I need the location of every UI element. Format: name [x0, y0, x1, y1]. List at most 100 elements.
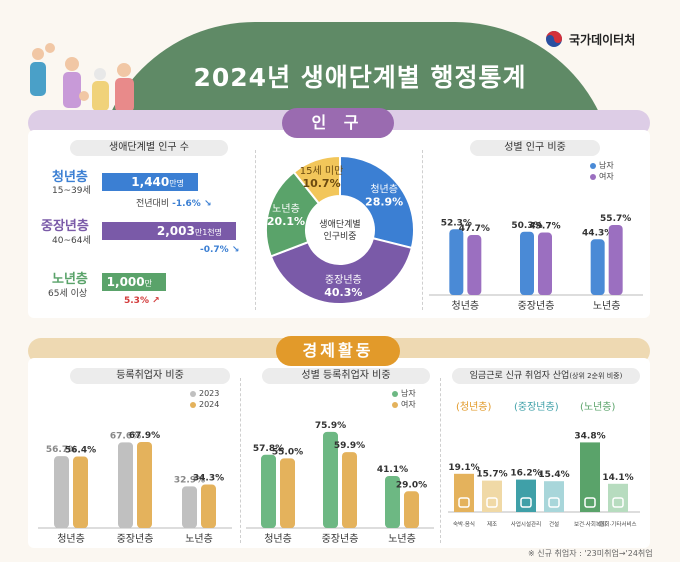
- senior-count-bar: 1,000만명: [102, 273, 166, 308]
- industry-tick-3: 건설: [549, 520, 559, 528]
- youth-count-unit: 만명: [169, 179, 184, 188]
- economy-divider-2: [440, 378, 441, 543]
- bar-1-1: [538, 232, 552, 295]
- industry-title-text: 임금근로 신규 취업자 산업: [469, 371, 570, 381]
- bar-label-2-0: 32.9%: [174, 475, 205, 485]
- bar-label-1-1: 67.9%: [129, 431, 160, 441]
- youth-change: 전년대비 -1.6% ↘: [136, 199, 212, 209]
- industry-icon-5: [612, 497, 624, 508]
- bar-label-1-0: 75.9%: [315, 421, 346, 431]
- donut-slice-value-3: 10.7%: [302, 177, 340, 190]
- bar-0-0: [261, 454, 276, 528]
- bar-label-2-1: 55.7%: [600, 214, 631, 224]
- bar-label-0-0: 57.8%: [253, 444, 284, 454]
- youth-change-label: 전년대비: [136, 199, 170, 209]
- senior-count-unit: 만명: [144, 279, 152, 308]
- bar-1-1: [137, 441, 152, 528]
- tick-1: 중장년층: [117, 533, 154, 545]
- economy-divider-1: [240, 378, 241, 543]
- youth-label: 청년층: [52, 170, 88, 185]
- industry-group-middle: (중장년층): [514, 402, 559, 413]
- bar-label-0-1: 56.4%: [65, 446, 96, 456]
- bar-2-1: [404, 491, 419, 528]
- donut-slice-value-0: 28.9%: [365, 196, 403, 209]
- legend-female: 여자: [590, 171, 614, 182]
- industry-icon-4: [584, 497, 596, 508]
- youth-age: 15~39세: [52, 186, 91, 196]
- bar-label-1-0: 67.6%: [110, 431, 141, 441]
- donut-center: [308, 198, 372, 262]
- bar-label-0-0: 52.3%: [441, 218, 472, 228]
- economy-section-title: 경제활동: [276, 336, 400, 366]
- tick-2: 노년층: [593, 300, 621, 312]
- donut-slice-label-0: 청년층: [370, 184, 398, 196]
- legend-male: 남자: [590, 160, 614, 171]
- bar-0-1: [467, 235, 482, 295]
- bar-label-1-1: 59.9%: [334, 441, 365, 451]
- legend-2024-label: 2024: [199, 400, 220, 409]
- gender-population-chart: 52.3%47.7% 청년층 50.3%49.7% 중장년층 44.3% 55.7% 노년층: [429, 214, 643, 312]
- gender-registered-chart: 57.8%55.0% 청년층 75.9% 59.9% 중장년층 41.1% 29.0% 노년층: [246, 421, 434, 545]
- gender-population-title: 성별 인구 비중: [470, 140, 600, 156]
- donut-slice-3: [292, 154, 341, 205]
- industry-bar-label-4: 34.8%: [574, 431, 605, 441]
- page-title: 2024년 생애단계별 행정통계: [193, 63, 527, 92]
- industry-title-note: (상위 2순위 비중): [569, 372, 623, 380]
- middle-label: 중장년층: [41, 219, 89, 234]
- donut-slice-label-2: 노년층: [272, 203, 300, 215]
- middle-count-value: 2,003: [156, 224, 195, 238]
- bar-0-0: [449, 229, 464, 295]
- industry-tick-1: 제조: [487, 520, 497, 528]
- senior-label: 노년층: [52, 272, 88, 287]
- donut-slice-1: [269, 237, 414, 305]
- bar-2-1: [608, 224, 623, 295]
- legend-eco-female-label: 여자: [401, 400, 416, 409]
- youth-count-bar: 1,440만명: [102, 173, 198, 191]
- bar-label-0-1: 55.0%: [272, 447, 303, 457]
- population-section-title: 인 구: [282, 108, 394, 138]
- tick-1: 중장년층: [322, 533, 359, 545]
- donut-slice-0: [339, 154, 415, 250]
- legend-eco-female: 여자: [392, 399, 416, 410]
- middle-change: -0.7% ↘: [200, 245, 240, 255]
- industry-group-senior: (노년층): [580, 402, 616, 413]
- org-name: 국가데이터처: [569, 32, 636, 47]
- taegeuk-icon: [546, 31, 562, 47]
- gender-registered-legend: 남자 여자: [392, 388, 416, 410]
- industry-tick-0: 숙박·음식: [453, 520, 475, 528]
- bar-label-1-0: 50.3%: [511, 221, 542, 231]
- tick-0: 청년층: [452, 300, 480, 312]
- tick-1: 중장년층: [518, 300, 555, 312]
- industry-icon-0: [458, 497, 470, 508]
- bar-label-2-1: 29.0%: [396, 480, 427, 490]
- senior-count-value: 1,000: [106, 275, 145, 289]
- industry-tick-4: 보건·사회복지: [574, 520, 606, 528]
- legend-2024: 2024: [190, 399, 219, 410]
- industry-icon-3: [548, 497, 560, 508]
- donut-slice-label-3: 15세 미만: [300, 165, 344, 177]
- bar-label-2-0: 44.3%: [582, 228, 613, 238]
- industry-tick-5: 협회·기타서비스: [599, 520, 636, 528]
- donut-slice-2: [265, 170, 321, 258]
- tick-0: 청년층: [57, 533, 85, 545]
- population-divider-2: [422, 150, 423, 310]
- middle-count-bar: 2,003만1천명: [102, 222, 236, 240]
- bar-label-2-0: 41.1%: [377, 465, 408, 475]
- industry-bar-4: [580, 442, 600, 512]
- industry-icon-2: [520, 497, 532, 508]
- bar-2-1: [201, 484, 216, 528]
- registered-legend: 2023 2024: [190, 388, 219, 410]
- registered-title: 등록취업자 비중: [70, 368, 230, 384]
- senior-age: 65세 이상: [48, 289, 88, 299]
- industry-bar-label-2: 16.2%: [510, 469, 541, 479]
- bar-label-0-0: 56.7%: [46, 445, 77, 455]
- org-logo: 국가데이터처: [545, 30, 635, 48]
- bar-0-1: [73, 456, 88, 528]
- family-illustration: [30, 43, 134, 112]
- bar-label-1-1: 49.7%: [529, 222, 560, 232]
- industry-bar-label-1: 15.7%: [476, 470, 507, 480]
- bar-1-1: [342, 452, 357, 528]
- youth-change-value: -1.6%: [172, 199, 201, 209]
- population-count-title: 생애단계별 인구 수: [70, 140, 228, 156]
